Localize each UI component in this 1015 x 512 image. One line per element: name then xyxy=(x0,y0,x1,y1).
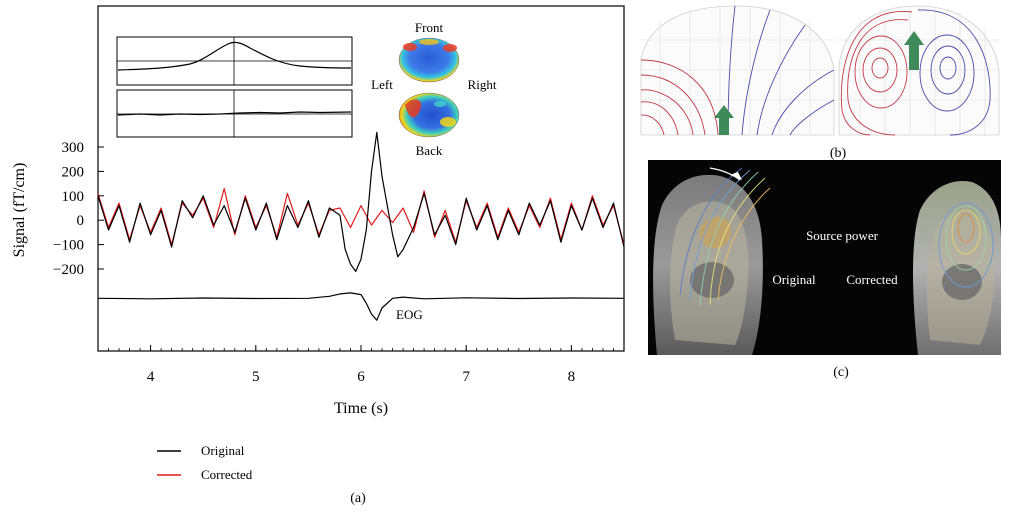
series-line-eog xyxy=(97,292,625,321)
y-tick-label: −200 xyxy=(53,262,84,278)
corrected-label: Corrected xyxy=(846,272,898,287)
legend: Original Corrected xyxy=(157,443,253,482)
y-tick-label: 100 xyxy=(62,189,85,205)
topomaps: Front Left Right Back xyxy=(371,20,497,158)
panel-a-label: (a) xyxy=(350,491,366,506)
panel-c: Source power Original Corrected (c) xyxy=(648,160,1001,380)
y-tick-label: −100 xyxy=(53,238,84,254)
inset-bottom-waveform xyxy=(117,111,352,116)
source-power-label: Source power xyxy=(806,228,879,243)
mri-corrected xyxy=(913,180,1001,355)
legend-original-label: Original xyxy=(201,443,245,458)
topomap-left-label: Left xyxy=(371,77,393,92)
inset-top-waveform xyxy=(117,41,352,71)
topomap-right-label: Right xyxy=(468,77,497,92)
y-tick-label: 200 xyxy=(62,164,85,180)
topomap-front-label: Front xyxy=(415,20,444,35)
dipole-arrow-right xyxy=(904,31,924,70)
inset-waveforms xyxy=(116,36,353,138)
x-tick-label: 8 xyxy=(568,369,576,385)
y-ticks: 300 200 100 0 −100 −200 xyxy=(53,140,104,278)
topomap-corrected xyxy=(398,92,460,138)
legend-corrected-label: Corrected xyxy=(201,467,253,482)
mri-original xyxy=(653,167,771,355)
eog-annotation: EOG xyxy=(396,307,423,322)
series-line-corrected xyxy=(97,187,625,246)
source-arrow xyxy=(730,172,742,180)
field-map-right xyxy=(838,5,1000,136)
topomap-back-label: Back xyxy=(416,143,443,158)
x-axis-label: Time (s) xyxy=(334,400,388,417)
panel-a: 4 5 6 7 8 300 200 100 0 −100 −200 Time (s) Signal… xyxy=(11,5,625,506)
original-label: Original xyxy=(772,272,816,287)
y-tick-label: 0 xyxy=(77,213,85,229)
y-tick-label: 300 xyxy=(62,140,85,156)
x-ticks: 4 5 6 7 8 xyxy=(108,345,614,385)
x-tick-label: 6 xyxy=(357,369,365,385)
x-tick-label: 4 xyxy=(147,369,155,385)
field-map-left xyxy=(640,5,835,136)
panel-b: (b) xyxy=(640,5,1000,161)
panel-b-label: (b) xyxy=(830,146,847,161)
dipole-arrow-left xyxy=(714,105,734,135)
series-line-original xyxy=(97,131,625,272)
series-layer xyxy=(97,131,625,321)
x-tick-label: 5 xyxy=(252,369,260,385)
x-tick-label: 7 xyxy=(462,369,470,385)
panel-c-label: (c) xyxy=(833,365,849,380)
y-axis-label: Signal (fT/cm) xyxy=(11,163,28,258)
